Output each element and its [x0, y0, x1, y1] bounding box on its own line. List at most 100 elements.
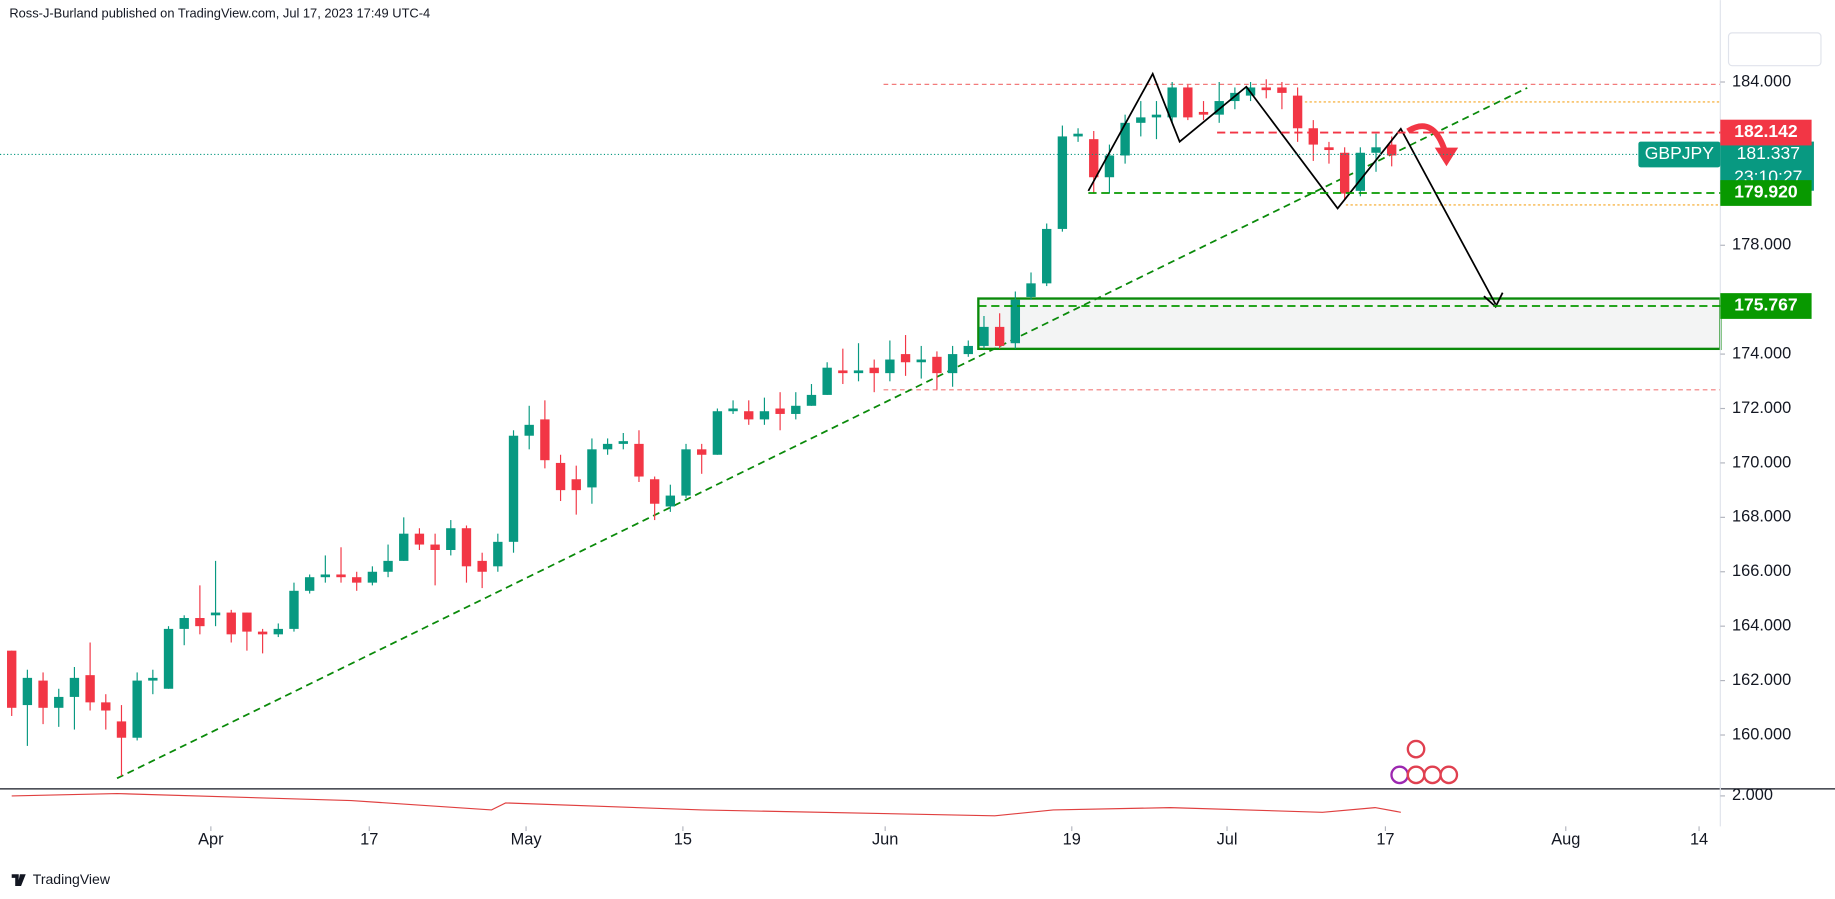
- candle-body: [963, 345, 973, 355]
- candle-body: [1042, 228, 1052, 284]
- x-tick-label: 15: [674, 831, 692, 849]
- candle-body: [477, 560, 487, 572]
- candle-body: [869, 367, 879, 374]
- candle-body: [210, 612, 221, 616]
- logo-icon: [11, 874, 26, 887]
- candle-body: [1026, 283, 1036, 297]
- candle-body: [508, 435, 519, 542]
- candle-body: [163, 628, 174, 689]
- candle-body: [649, 479, 660, 504]
- candle-body: [1277, 87, 1287, 93]
- trend-line: [116, 87, 1528, 780]
- x-tick-label: Jun: [872, 831, 898, 849]
- candle-body: [916, 359, 926, 363]
- indicator-line: [11, 792, 1401, 817]
- candle-body: [932, 356, 942, 374]
- candle-body: [1387, 144, 1397, 156]
- candle-body: [900, 354, 911, 363]
- x-tick-label: Apr: [198, 831, 224, 849]
- candle-body: [994, 326, 1005, 346]
- candle-body: [430, 544, 440, 550]
- level-badge: [1720, 119, 1812, 146]
- lower-pane-tick-label: 2.000: [1732, 786, 1773, 804]
- y-tick-label: 184.000: [1732, 72, 1791, 90]
- candle-body: [524, 424, 534, 436]
- candle-body: [1120, 122, 1130, 156]
- candle-body: [947, 354, 958, 374]
- candle-body: [273, 628, 283, 635]
- candle-body: [728, 408, 738, 412]
- candle-body: [681, 449, 691, 496]
- candle-body: [148, 677, 158, 681]
- symbol-label: GBPJPY: [1645, 143, 1715, 163]
- candle-body: [791, 405, 801, 414]
- event-icons: [1390, 739, 1459, 785]
- candle-body: [1183, 87, 1193, 118]
- candle-body: [979, 326, 989, 346]
- level-badge: [1720, 293, 1812, 319]
- candle-body: [571, 479, 581, 491]
- candle-body: [759, 411, 770, 420]
- candle-body: [853, 370, 864, 374]
- candle-body: [38, 680, 48, 708]
- y-tick-label: 178.000: [1732, 236, 1791, 254]
- publisher-header: Ross-J-Burland published on TradingView.…: [9, 6, 430, 21]
- candle-body: [304, 577, 315, 591]
- candle-body: [242, 612, 252, 632]
- x-tick-label: Jul: [1217, 831, 1238, 849]
- candle-body: [1104, 155, 1115, 178]
- candle-body: [1292, 95, 1303, 129]
- candle-body: [69, 677, 80, 697]
- candle-body: [22, 677, 33, 706]
- candle-body: [1057, 136, 1068, 229]
- candle-body: [101, 702, 111, 711]
- candle-body: [1214, 101, 1224, 115]
- x-tick-label: 14: [1690, 831, 1708, 849]
- candle-body: [352, 577, 362, 583]
- level-label: 179.920: [1734, 182, 1798, 202]
- candle-body: [540, 419, 550, 461]
- candle-body: [289, 590, 299, 629]
- x-tick-label: May: [511, 831, 543, 849]
- candle-body: [132, 680, 142, 738]
- candle-body: [179, 618, 189, 629]
- y-tick-label: 164.000: [1732, 617, 1791, 635]
- level-label: 175.767: [1734, 295, 1797, 315]
- candle-body: [1151, 114, 1162, 118]
- x-tick-label: Aug: [1551, 831, 1580, 849]
- candle-body: [195, 618, 205, 627]
- candle-body: [226, 612, 236, 635]
- candle-body: [1198, 111, 1209, 115]
- reversal-arrow: [1406, 123, 1449, 154]
- y-tick-label: 160.000: [1732, 725, 1791, 743]
- symbol-badge: [1638, 141, 1721, 168]
- level-label: 182.142: [1734, 121, 1798, 141]
- candle-body: [116, 721, 127, 738]
- candle-body: [1324, 147, 1334, 151]
- candle-body: [7, 650, 17, 708]
- candle-body: [1339, 152, 1350, 194]
- candle-body: [775, 408, 785, 414]
- candle-body: [1371, 147, 1381, 153]
- candle-body: [336, 574, 346, 578]
- candle-body: [320, 574, 331, 578]
- footer-logo: TradingView: [33, 871, 111, 887]
- candle-body: [1261, 87, 1271, 91]
- price-label: 181.337: [1737, 143, 1800, 163]
- candle-body: [399, 533, 409, 561]
- candle-body: [414, 533, 425, 545]
- toolbar-box[interactable]: [1727, 32, 1822, 67]
- candle-body: [885, 359, 895, 374]
- candle-body: [665, 495, 676, 507]
- candle-body: [1355, 152, 1366, 191]
- candle-body: [634, 443, 644, 477]
- candle-body: [461, 528, 472, 567]
- candle-body: [587, 449, 597, 488]
- candle-body: [697, 449, 707, 455]
- y-tick-label: 162.000: [1732, 671, 1791, 689]
- level-badge: [1720, 180, 1812, 206]
- candle-body: [712, 411, 723, 455]
- candle-body: [1073, 133, 1083, 137]
- candle-body: [744, 411, 754, 420]
